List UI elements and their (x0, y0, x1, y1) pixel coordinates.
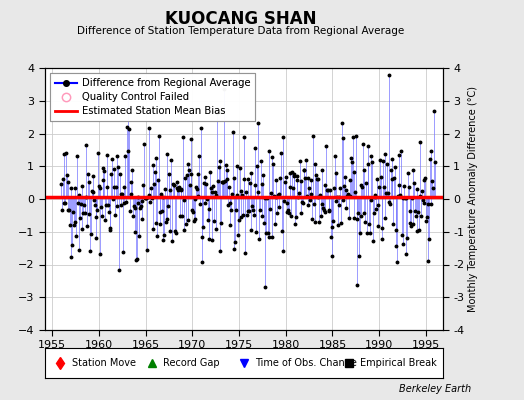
Text: Difference of Station Temperature Data from Regional Average: Difference of Station Temperature Data f… (78, 26, 405, 36)
Text: Time of Obs. Change: Time of Obs. Change (255, 358, 357, 368)
Y-axis label: Monthly Temperature Anomaly Difference (°C): Monthly Temperature Anomaly Difference (… (468, 86, 478, 312)
Legend: Difference from Regional Average, Quality Control Failed, Estimated Station Mean: Difference from Regional Average, Qualit… (50, 73, 255, 121)
Text: KUOCANG SHAN: KUOCANG SHAN (165, 10, 317, 28)
Text: Station Move: Station Move (72, 358, 136, 368)
Text: Record Gap: Record Gap (163, 358, 220, 368)
Text: Berkeley Earth: Berkeley Earth (399, 384, 472, 394)
Text: Empirical Break: Empirical Break (361, 358, 437, 368)
